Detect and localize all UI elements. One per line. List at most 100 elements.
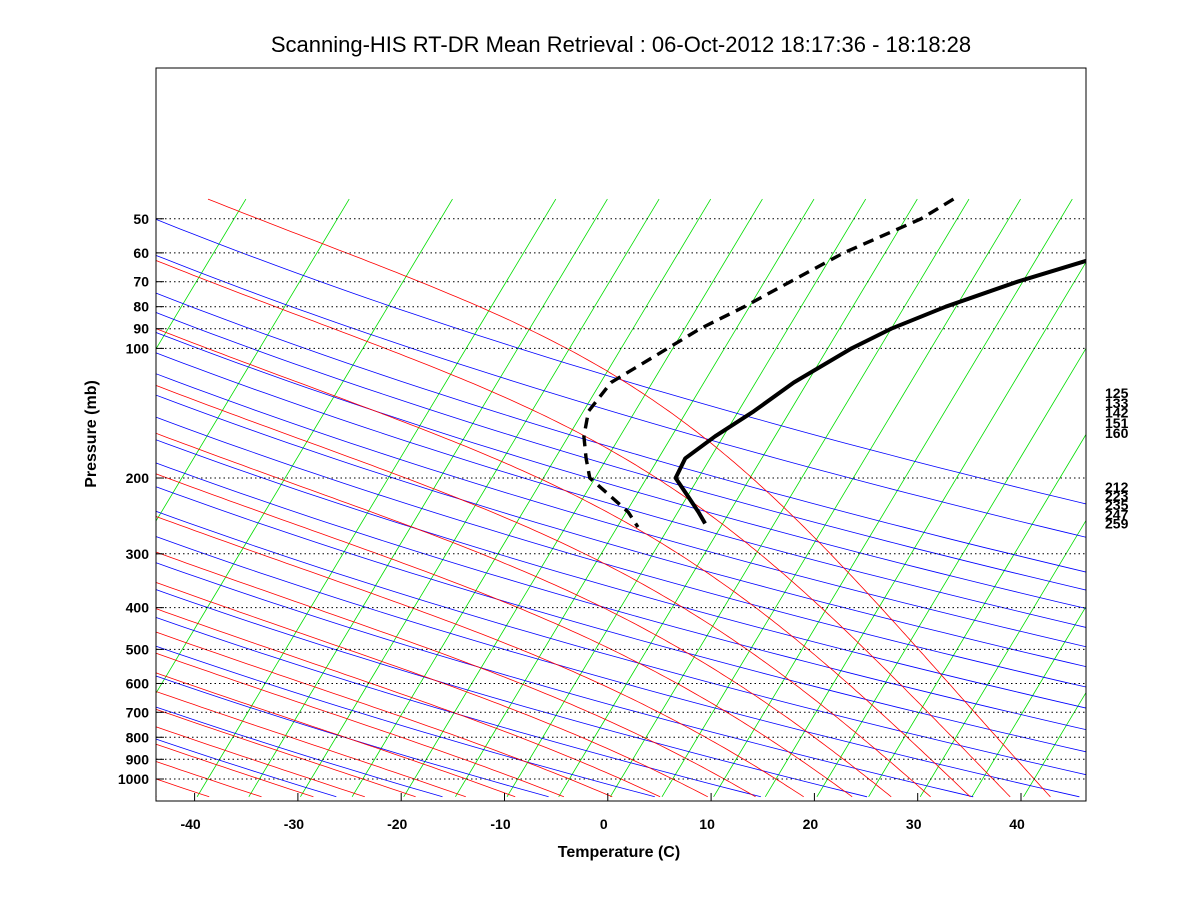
isotherm-line [196, 198, 557, 798]
right-edge-label: 133 [1105, 395, 1129, 411]
moist-adiabat-line [156, 631, 613, 798]
isotherm-line [1023, 691, 1086, 798]
moist-adiabat-line [156, 260, 1011, 798]
x-tick-label: 30 [906, 816, 922, 832]
isotherm-line [764, 261, 1086, 798]
dry-adiabat-line [156, 218, 1086, 505]
dry-adiabat-line [156, 562, 974, 798]
isotherm-line [156, 198, 453, 694]
dry-adiabat-lines [156, 218, 1086, 798]
isotherm-line [816, 347, 1086, 798]
y-tick-label: 300 [126, 546, 150, 562]
moist-adiabat-line [156, 672, 516, 798]
dry-adiabat-line [156, 617, 761, 798]
y-axis-label: Pressure (mb) [83, 380, 100, 488]
isotherm-line [156, 198, 247, 350]
right-edge-label: 259 [1105, 515, 1129, 531]
x-tick-label: 0 [600, 816, 608, 832]
isotherm-line [300, 198, 660, 798]
isotherm-line [661, 198, 1021, 798]
isotherm-line [455, 198, 815, 798]
moist-adiabat-line [207, 198, 1051, 798]
moist-adiabat-line [156, 652, 565, 798]
y-axis-ticks: 50 60 70 80 90 100 200 300 400 500 600 700 800 900 100… [118, 211, 164, 787]
y-tick-label: 900 [126, 751, 150, 767]
y-tick-label: 1000 [118, 771, 149, 787]
dry-adiabat-line [156, 352, 1086, 628]
y-tick-label: 50 [133, 211, 149, 227]
y-tick-label: 400 [126, 600, 150, 616]
moist-adiabat-line [156, 551, 756, 798]
dry-adiabat-line [156, 486, 1086, 753]
x-axis-label: Temperature (C) [558, 844, 680, 861]
right-edge-label: 212 [1105, 479, 1129, 495]
isotherm-line [971, 605, 1086, 798]
x-tick-label: -30 [284, 816, 304, 832]
y-tick-label: 600 [126, 675, 150, 691]
dry-adiabat-line [156, 462, 1086, 731]
dry-adiabat-line [156, 439, 1086, 709]
moist-adiabat-line [156, 581, 708, 798]
isotherm-line [403, 198, 763, 798]
dry-adiabat-line [156, 292, 1086, 573]
dewpoint-profile-line [582, 197, 955, 529]
moist-adiabat-line [156, 328, 971, 798]
right-edge-label: 160 [1105, 425, 1129, 441]
x-tick-label: 20 [803, 816, 819, 832]
chart-title: Scanning-HIS RT-DR Mean Retrieval : 06-O… [271, 32, 971, 57]
isotherm-line [0, 199, 143, 797]
right-edge-label: 125 [1105, 385, 1129, 401]
moist-adiabat-lines [156, 198, 1051, 798]
y-tick-label: 70 [133, 274, 149, 290]
isotherm-line [609, 198, 970, 798]
plot-frame [155, 67, 1087, 802]
y-tick-label: 200 [126, 470, 150, 486]
isotherm-line [0, 199, 39, 797]
sounding-series [582, 197, 1086, 529]
moist-adiabat-line [156, 473, 853, 798]
plot-area [0, 197, 1086, 798]
dry-adiabat-line [156, 589, 868, 798]
dry-adiabat-line [156, 645, 655, 798]
y-tick-label: 80 [133, 299, 149, 315]
y-tick-label: 90 [133, 321, 149, 337]
isotherm-line [351, 198, 712, 798]
y-tick-label: 500 [126, 641, 150, 657]
dry-adiabat-line [156, 675, 549, 798]
isotherm-line [558, 198, 918, 798]
isotherm-line [713, 198, 1073, 798]
right-edge-label: 142 [1105, 405, 1129, 421]
x-tick-label: -40 [180, 816, 200, 832]
moist-adiabat-line [156, 608, 661, 798]
y-tick-label: 800 [126, 729, 150, 745]
moist-adiabat-line [156, 516, 804, 798]
x-tick-label: -10 [490, 816, 510, 832]
dry-adiabat-line [156, 312, 1086, 591]
moist-adiabat-line [156, 691, 466, 798]
moist-adiabat-line [156, 384, 931, 798]
dry-adiabat-line [156, 373, 1086, 648]
dry-adiabat-line [156, 254, 1086, 538]
isotherm-line [156, 198, 350, 522]
y-tick-label: 700 [126, 704, 150, 720]
moist-adiabat-line [156, 432, 892, 798]
right-edge-label: 235 [1105, 497, 1129, 513]
y-tick-label: 60 [133, 245, 149, 261]
x-tick-label: 10 [699, 816, 715, 832]
pressure-gridlines [156, 218, 1086, 780]
x-tick-label: -20 [387, 816, 407, 832]
isotherm-line [868, 433, 1086, 798]
right-edge-label: 223 [1105, 488, 1129, 504]
dry-adiabat-line [156, 510, 1086, 776]
y-tick-label: 100 [126, 340, 150, 356]
temperature-profile-line [673, 258, 1086, 525]
dry-adiabat-line [156, 394, 1086, 668]
dry-adiabat-line [156, 536, 1080, 798]
x-axis-ticks: -40 -30 -20 -10 0 10 20 30 40 [180, 793, 1025, 832]
isotherm-line [919, 519, 1086, 798]
dry-adiabat-line [156, 416, 1086, 688]
dry-adiabat-line [156, 332, 1086, 609]
x-tick-label: 40 [1009, 816, 1025, 832]
